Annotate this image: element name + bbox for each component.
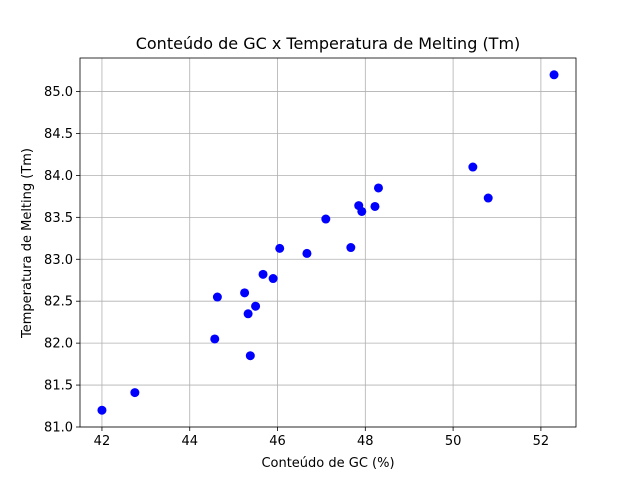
data-point — [302, 248, 312, 258]
chart-title: Conteúdo de GC x Temperatura de Melting … — [136, 34, 521, 53]
data-point — [240, 288, 250, 298]
data-point — [258, 269, 268, 279]
x-tick-label: 44 — [181, 434, 198, 449]
x-tick-label: 46 — [269, 434, 286, 449]
data-point — [130, 388, 140, 398]
data-point — [268, 274, 278, 284]
y-tick-label: 83.0 — [44, 253, 73, 268]
data-point — [321, 214, 331, 224]
x-tick-label: 48 — [357, 434, 374, 449]
y-tick-label: 82.5 — [44, 295, 73, 310]
data-point — [275, 243, 285, 253]
y-tick-label: 85.0 — [44, 85, 73, 100]
plot-frame — [79, 57, 577, 428]
data-point — [483, 193, 493, 203]
x-axis-label: Conteúdo de GC (%) — [261, 456, 394, 471]
x-tick-label: 52 — [533, 434, 550, 449]
data-point — [212, 292, 222, 302]
y-tick-label: 81.5 — [44, 379, 73, 394]
data-point — [346, 243, 356, 253]
y-tick-label: 83.5 — [44, 211, 73, 226]
data-point — [245, 351, 255, 361]
data-point — [210, 334, 220, 344]
y-axis-label: Temperatura de Melting (Tm) — [20, 148, 35, 339]
y-tick-label: 84.5 — [44, 127, 73, 142]
data-points — [97, 70, 559, 415]
data-point — [357, 206, 367, 216]
y-tick-label: 81.0 — [44, 421, 73, 436]
y-tick-label: 84.0 — [44, 169, 73, 184]
data-point — [549, 70, 559, 80]
data-point — [373, 183, 383, 193]
data-point — [251, 301, 261, 311]
x-tick-label: 50 — [445, 434, 462, 449]
data-point — [243, 309, 253, 319]
data-point — [97, 405, 107, 415]
axis-ticks: 42 44 46 48 50 52 81.0 81.5 82.0 82.5 83.0 83.5 84.0… — [44, 85, 549, 449]
data-point — [468, 162, 478, 172]
data-point — [370, 201, 380, 211]
grid-lines — [80, 58, 576, 428]
y-tick-label: 82.0 — [44, 337, 73, 352]
x-tick-label: 42 — [94, 434, 111, 449]
